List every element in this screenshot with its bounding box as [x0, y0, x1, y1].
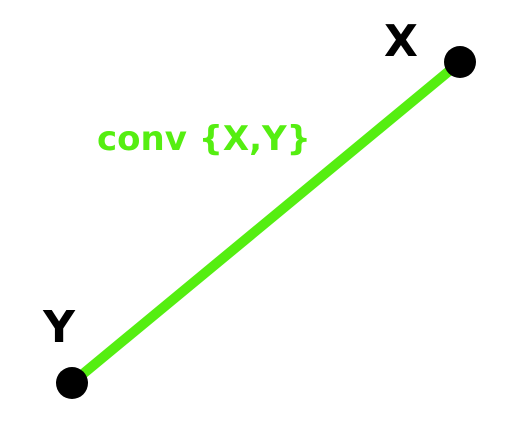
point-x-label: X	[384, 16, 418, 67]
point-y-dot	[56, 367, 88, 399]
point-y-label: Y	[42, 302, 76, 353]
segment-line	[67, 57, 465, 388]
point-x-dot	[444, 46, 476, 78]
segment-label: conv {X,Y}	[97, 119, 311, 159]
